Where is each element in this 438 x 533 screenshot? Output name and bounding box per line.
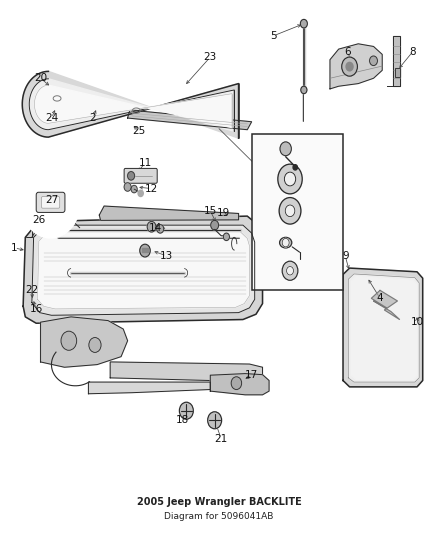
Polygon shape xyxy=(35,85,232,127)
Text: 23: 23 xyxy=(204,52,217,62)
Polygon shape xyxy=(32,225,254,316)
Circle shape xyxy=(370,56,378,66)
Circle shape xyxy=(293,165,297,170)
Text: 8: 8 xyxy=(410,47,416,56)
Text: 18: 18 xyxy=(175,415,189,425)
Text: 1: 1 xyxy=(11,243,18,253)
Circle shape xyxy=(211,220,219,230)
Circle shape xyxy=(231,377,242,390)
Polygon shape xyxy=(210,374,269,395)
Polygon shape xyxy=(99,206,239,220)
Circle shape xyxy=(279,198,301,224)
Polygon shape xyxy=(29,79,234,131)
Polygon shape xyxy=(41,317,127,367)
Text: 5: 5 xyxy=(270,31,277,41)
Circle shape xyxy=(180,402,193,419)
Text: Diagram for 5096041AB: Diagram for 5096041AB xyxy=(164,512,274,521)
Circle shape xyxy=(147,221,156,232)
Circle shape xyxy=(280,142,291,156)
Text: 9: 9 xyxy=(342,251,349,261)
Text: 24: 24 xyxy=(45,113,58,123)
Circle shape xyxy=(89,337,101,352)
Circle shape xyxy=(208,412,222,429)
Text: 11: 11 xyxy=(138,158,152,168)
Circle shape xyxy=(285,205,295,216)
Circle shape xyxy=(284,172,296,186)
Text: 17: 17 xyxy=(245,370,258,380)
Text: 2: 2 xyxy=(89,113,96,123)
Bar xyxy=(252,134,343,290)
Polygon shape xyxy=(343,268,423,387)
Text: 20: 20 xyxy=(34,73,47,83)
FancyBboxPatch shape xyxy=(36,192,65,213)
Polygon shape xyxy=(127,110,252,130)
Text: 13: 13 xyxy=(160,251,173,261)
Text: 12: 12 xyxy=(145,183,158,193)
Circle shape xyxy=(127,172,134,180)
Text: 25: 25 xyxy=(132,126,145,136)
Text: 21: 21 xyxy=(215,434,228,444)
Ellipse shape xyxy=(279,237,292,248)
Text: 14: 14 xyxy=(149,223,162,233)
Circle shape xyxy=(282,261,298,280)
Circle shape xyxy=(300,19,307,28)
Circle shape xyxy=(286,266,293,275)
Circle shape xyxy=(61,331,77,350)
Bar xyxy=(395,68,400,77)
Circle shape xyxy=(140,244,150,257)
Bar xyxy=(395,68,400,77)
Text: 19: 19 xyxy=(217,208,230,219)
Circle shape xyxy=(223,233,230,240)
Polygon shape xyxy=(23,216,262,323)
Polygon shape xyxy=(88,382,210,394)
Text: 6: 6 xyxy=(344,47,351,56)
Polygon shape xyxy=(330,44,382,89)
Polygon shape xyxy=(38,231,250,309)
Circle shape xyxy=(346,62,353,71)
Text: 15: 15 xyxy=(204,206,217,216)
Text: 27: 27 xyxy=(45,195,58,205)
Text: 4: 4 xyxy=(377,293,383,303)
Circle shape xyxy=(131,185,137,193)
Text: 2005 Jeep Wrangler BACKLITE: 2005 Jeep Wrangler BACKLITE xyxy=(137,497,301,507)
Text: 10: 10 xyxy=(410,317,424,327)
Circle shape xyxy=(157,224,164,233)
Bar xyxy=(142,248,148,252)
Polygon shape xyxy=(351,277,417,379)
Polygon shape xyxy=(110,362,262,382)
Circle shape xyxy=(282,238,289,247)
Polygon shape xyxy=(393,36,399,86)
Polygon shape xyxy=(348,274,419,382)
Polygon shape xyxy=(22,71,239,138)
Circle shape xyxy=(124,183,131,191)
Text: 16: 16 xyxy=(30,304,43,314)
Polygon shape xyxy=(371,290,399,319)
Circle shape xyxy=(21,166,80,238)
Text: 22: 22 xyxy=(25,285,39,295)
Text: 26: 26 xyxy=(32,215,45,225)
FancyBboxPatch shape xyxy=(42,197,60,208)
FancyBboxPatch shape xyxy=(124,168,157,183)
Circle shape xyxy=(342,57,357,76)
Circle shape xyxy=(278,164,302,194)
Circle shape xyxy=(138,190,143,197)
Circle shape xyxy=(301,86,307,94)
